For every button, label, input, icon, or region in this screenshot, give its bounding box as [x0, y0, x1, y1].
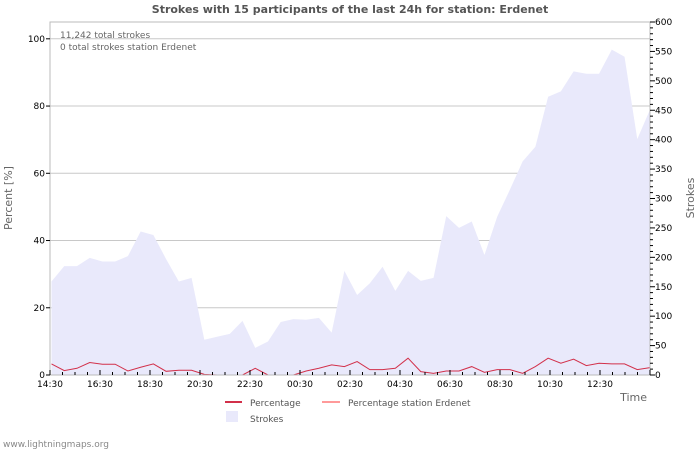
y-right-tick-label: 200	[655, 253, 672, 263]
y-right-tick-label: 600	[655, 18, 672, 28]
y-right-tick-label: 400	[655, 136, 672, 146]
info-station-strokes: 0 total strokes station Erdenet	[60, 43, 197, 53]
x-axis-label: Time	[619, 391, 647, 404]
legend-label-strokes: Strokes	[250, 415, 284, 425]
y-right-tick-label: 100	[655, 312, 672, 322]
y-left-tick-label: 60	[34, 169, 46, 179]
x-tick-label: 20:30	[187, 380, 213, 390]
x-tick-label: 12:30	[587, 380, 613, 390]
percentage-line	[51, 357, 651, 376]
y-right-tick-label: 450	[655, 106, 672, 116]
x-tick-label: 04:30	[387, 380, 413, 390]
y-right-tick-label: 300	[655, 195, 672, 205]
y-right-tick-label: 50	[655, 342, 667, 352]
legend-swatch-strokes	[226, 411, 238, 422]
y-axis-right-label: Strokes	[684, 177, 697, 218]
y-left-tick-label: 40	[34, 237, 46, 247]
y-right-tick-label: 250	[655, 224, 672, 234]
x-tick-label: 02:30	[337, 380, 363, 390]
y-right-tick-label: 350	[655, 165, 672, 175]
y-right-tick-label: 0	[655, 371, 661, 381]
legend-label-station: Percentage station Erdenet	[348, 399, 471, 409]
y-right-tick-label: 500	[655, 77, 672, 87]
legend-label-percentage: Percentage	[250, 399, 301, 409]
y-left-tick-label: 80	[34, 102, 46, 112]
x-tick-label: 18:30	[137, 380, 163, 390]
y-axis-left-label: Percent [%]	[2, 166, 15, 230]
y-left-tick-label: 100	[28, 35, 45, 45]
y-right-tick-label: 550	[655, 47, 672, 57]
y-left-tick-label: 0	[39, 371, 45, 381]
x-tick-label: 08:30	[487, 380, 513, 390]
x-tick-label: 06:30	[437, 380, 463, 390]
info-total-strokes: 11,242 total strokes	[60, 31, 150, 41]
x-tick-label: 00:30	[287, 380, 313, 390]
legend: Percentage Percentage station Erdenet St…	[225, 399, 471, 425]
x-tick-label: 16:30	[87, 380, 113, 390]
footer-url[interactable]: www.lightningmaps.org	[3, 440, 109, 450]
y-right-tick-label: 150	[655, 283, 672, 293]
x-tick-label: 10:30	[537, 380, 563, 390]
strokes-area	[51, 49, 650, 375]
chart-title: Strokes with 15 participants of the last…	[152, 3, 548, 16]
x-tick-label: 14:30	[37, 380, 63, 390]
y-left-tick-label: 20	[34, 304, 46, 314]
x-tick-label: 22:30	[237, 380, 263, 390]
